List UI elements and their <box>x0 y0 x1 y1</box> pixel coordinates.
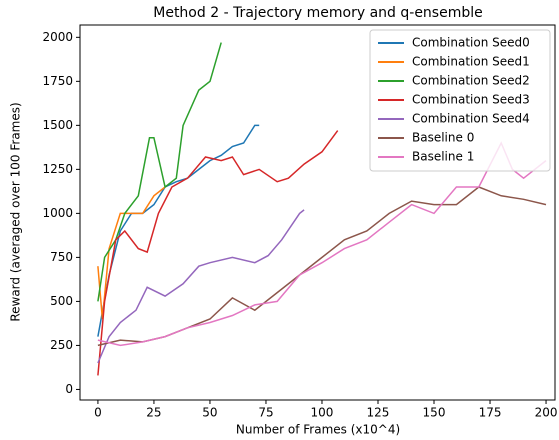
y-tick-label: 1000 <box>42 206 73 220</box>
series-line <box>97 130 339 376</box>
legend-label: Combination Seed3 <box>412 93 530 107</box>
series-line <box>97 42 222 302</box>
legend-label: Baseline 1 <box>412 150 474 164</box>
x-tick-label: 200 <box>535 406 558 420</box>
y-tick-label: 500 <box>50 294 73 308</box>
x-tick-label: 175 <box>479 406 502 420</box>
y-axis-label: Reward (averaged over 100 Frames) <box>9 102 23 321</box>
series-line <box>97 209 305 364</box>
y-tick-label: 0 <box>65 382 73 396</box>
x-tick-label: 125 <box>367 406 390 420</box>
y-tick-label: 1750 <box>42 74 73 88</box>
x-tick-label: 50 <box>202 406 217 420</box>
x-tick-label: 0 <box>94 406 102 420</box>
y-tick-label: 1500 <box>42 118 73 132</box>
legend-label: Combination Seed1 <box>412 55 530 69</box>
y-tick-label: 2000 <box>42 30 73 44</box>
x-tick-label: 25 <box>146 406 161 420</box>
legend-box <box>369 29 551 172</box>
y-tick-label: 1250 <box>42 162 73 176</box>
y-tick-label: 750 <box>50 250 73 264</box>
x-tick-label: 75 <box>258 406 273 420</box>
series-line <box>97 141 547 347</box>
legend-label: Combination Seed4 <box>412 112 530 126</box>
x-tick-label: 150 <box>423 406 446 420</box>
x-tick-label: 100 <box>311 406 334 420</box>
plot-frame <box>79 24 556 401</box>
series-line <box>97 186 547 347</box>
legend-label: Combination Seed2 <box>412 74 530 88</box>
legend-label: Baseline 0 <box>412 131 474 145</box>
chart-title: Method 2 - Trajectory memory and q-ensem… <box>153 5 483 21</box>
x-axis-label: Number of Frames (x10^4) <box>236 423 400 437</box>
y-tick-label: 250 <box>50 338 73 352</box>
series-line <box>97 124 260 337</box>
legend-label: Combination Seed0 <box>412 36 530 50</box>
